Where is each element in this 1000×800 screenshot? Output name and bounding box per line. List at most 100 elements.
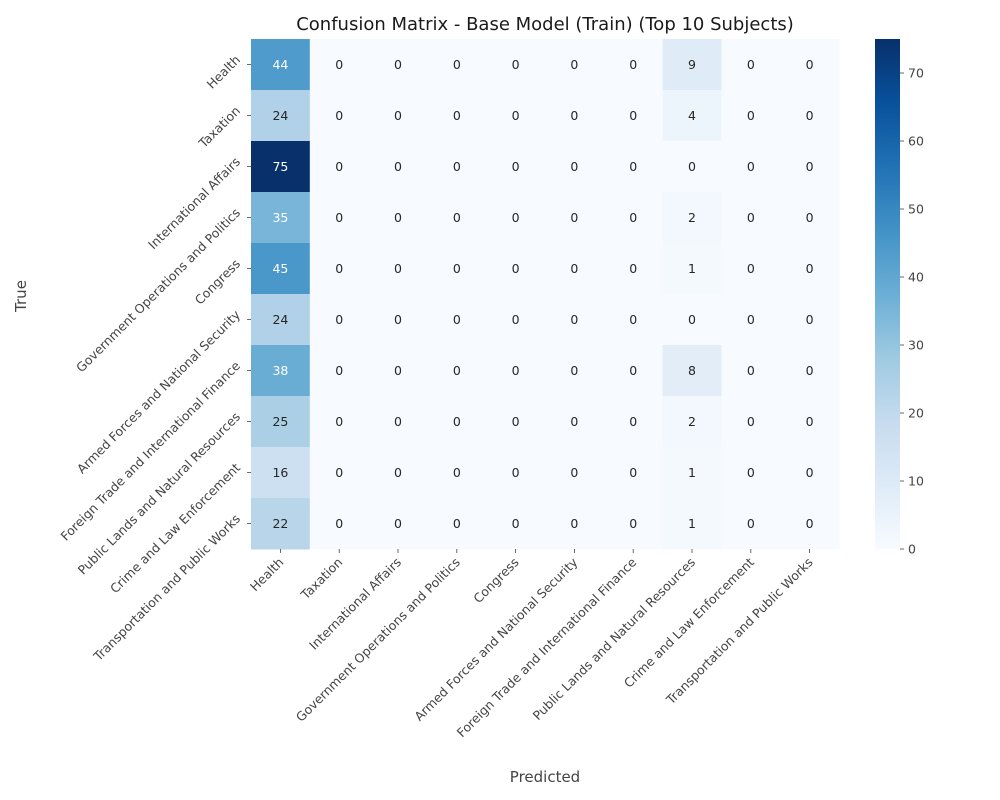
cell-value-r0-c8: 0	[747, 57, 755, 72]
cell-value-r6-c4: 0	[512, 363, 520, 378]
heatmap-cell-r1-c3	[427, 90, 487, 142]
cell-value-r3-c5: 0	[570, 210, 578, 225]
cell-value-r3-c1: 0	[335, 210, 343, 225]
heatmap-cell-r8-c3	[427, 447, 487, 499]
heatmap-cell-r3-c3	[427, 192, 487, 244]
cell-value-r2-c7: 0	[688, 159, 696, 174]
cell-value-r5-c4: 0	[512, 312, 520, 327]
cell-value-r1-c6: 0	[629, 108, 637, 123]
cell-value-r1-c7: 4	[688, 108, 696, 123]
heatmap-cell-r1-c6	[603, 90, 664, 142]
colorbar-tick-label-6: 60	[908, 134, 924, 149]
colorbar-gradient	[875, 39, 900, 549]
heatmap-cell-r0-c5	[545, 39, 605, 91]
y-tick-label-2: International Affairs	[145, 154, 243, 252]
cell-value-r3-c0: 35	[272, 210, 288, 225]
heatmap-cell-r0-c4	[486, 39, 546, 91]
colorbar-tick-label-5: 50	[908, 202, 924, 217]
heatmap-cell-r5-c7	[662, 294, 722, 346]
heatmap-cell-r5-c8	[721, 294, 781, 346]
cell-value-r0-c9: 0	[806, 57, 814, 72]
heatmap-cell-r9-c9	[780, 498, 840, 550]
heatmap-cell-r9-c6	[603, 498, 664, 550]
cell-value-r5-c1: 0	[335, 312, 343, 327]
y-tick-label-6: Foreign Trade and International Finance	[57, 358, 243, 544]
heatmap-cell-r5-c5	[545, 294, 605, 346]
heatmap-cell-r4-c4	[486, 243, 546, 295]
heatmap-cell-r4-c1	[309, 243, 370, 295]
heatmap-cell-r9-c4	[486, 498, 546, 550]
heatmap-cell-r9-c1	[309, 498, 370, 550]
heatmap-cell-r4-c7	[662, 243, 722, 295]
cell-value-r8-c5: 0	[570, 465, 578, 480]
heatmap-cell-r3-c0	[251, 192, 311, 244]
heatmap-cell-r6-c0	[251, 345, 311, 397]
heatmap-cell-r1-c0	[251, 90, 311, 142]
heatmap-cell-r9-c7	[662, 498, 722, 550]
heatmap-cell-r4-c0	[251, 243, 311, 295]
cell-value-r4-c3: 0	[453, 261, 461, 276]
cell-value-r4-c4: 0	[512, 261, 520, 276]
heatmap-cell-r3-c4	[486, 192, 546, 244]
heatmap-cell-r5-c6	[603, 294, 664, 346]
cell-value-r0-c6: 0	[629, 57, 637, 72]
cell-value-r7-c6: 0	[629, 414, 637, 429]
cell-value-r9-c8: 0	[747, 516, 755, 531]
heatmap-cell-r9-c2	[368, 498, 428, 550]
heatmap-cell-r1-c7	[662, 90, 722, 142]
cell-value-r5-c8: 0	[747, 312, 755, 327]
cell-value-r1-c2: 0	[394, 108, 402, 123]
heatmap-cell-r6-c7	[662, 345, 722, 397]
cell-value-r5-c9: 0	[806, 312, 814, 327]
heatmap-cell-r6-c9	[780, 345, 840, 397]
heatmap-cell-r5-c1	[309, 294, 370, 346]
heatmap-cell-r3-c7	[662, 192, 722, 244]
cell-value-r0-c0: 44	[272, 57, 288, 72]
heatmap-cell-r7-c5	[545, 396, 605, 448]
heatmap-cell-r8-c8	[721, 447, 781, 499]
heatmap-cell-r8-c2	[368, 447, 428, 499]
heatmap-cell-r1-c2	[368, 90, 428, 142]
heatmap-cell-r0-c7	[662, 39, 722, 91]
heatmap-cell-r7-c6	[603, 396, 664, 448]
cell-value-r7-c8: 0	[747, 414, 755, 429]
colorbar-tick-label-4: 40	[908, 270, 924, 285]
heatmap-cell-r8-c9	[780, 447, 840, 499]
cell-value-r6-c1: 0	[335, 363, 343, 378]
cell-value-r8-c3: 0	[453, 465, 461, 480]
heatmap-cell-r9-c8	[721, 498, 781, 550]
cell-value-r8-c8: 0	[747, 465, 755, 480]
cell-value-r6-c2: 0	[394, 363, 402, 378]
heatmap-cell-r3-c9	[780, 192, 840, 244]
cell-value-r9-c3: 0	[453, 516, 461, 531]
heatmap-cell-r8-c0	[251, 447, 311, 499]
heatmap-cell-r2-c4	[486, 141, 546, 193]
heatmap-cell-r1-c8	[721, 90, 781, 142]
heatmap-cell-r7-c7	[662, 396, 722, 448]
cell-value-r3-c9: 0	[806, 210, 814, 225]
heatmap-cell-r5-c3	[427, 294, 487, 346]
cell-value-r4-c2: 0	[394, 261, 402, 276]
heatmap-cell-r3-c5	[545, 192, 605, 244]
heatmap-cell-r7-c8	[721, 396, 781, 448]
cell-value-r7-c4: 0	[512, 414, 520, 429]
cell-value-r4-c9: 0	[806, 261, 814, 276]
cell-value-r2-c5: 0	[570, 159, 578, 174]
cell-value-r1-c1: 0	[335, 108, 343, 123]
cell-value-r3-c4: 0	[512, 210, 520, 225]
cell-value-r4-c8: 0	[747, 261, 755, 276]
x-axis-title: Predicted	[510, 768, 580, 786]
cell-value-r6-c8: 0	[747, 363, 755, 378]
cell-value-r9-c0: 22	[272, 516, 288, 531]
heatmap-cell-r8-c4	[486, 447, 546, 499]
heatmap-cell-r5-c0	[251, 294, 311, 346]
heatmap-cell-r1-c9	[780, 90, 840, 142]
cell-value-r6-c6: 0	[629, 363, 637, 378]
heatmap-cell-r7-c3	[427, 396, 487, 448]
cell-value-r8-c0: 16	[272, 465, 288, 480]
cell-value-r1-c0: 24	[272, 108, 288, 123]
heatmap-cells	[251, 39, 840, 550]
heatmap-cell-r3-c8	[721, 192, 781, 244]
heatmap-cell-r0-c9	[780, 39, 840, 91]
cell-value-r3-c7: 2	[688, 210, 696, 225]
